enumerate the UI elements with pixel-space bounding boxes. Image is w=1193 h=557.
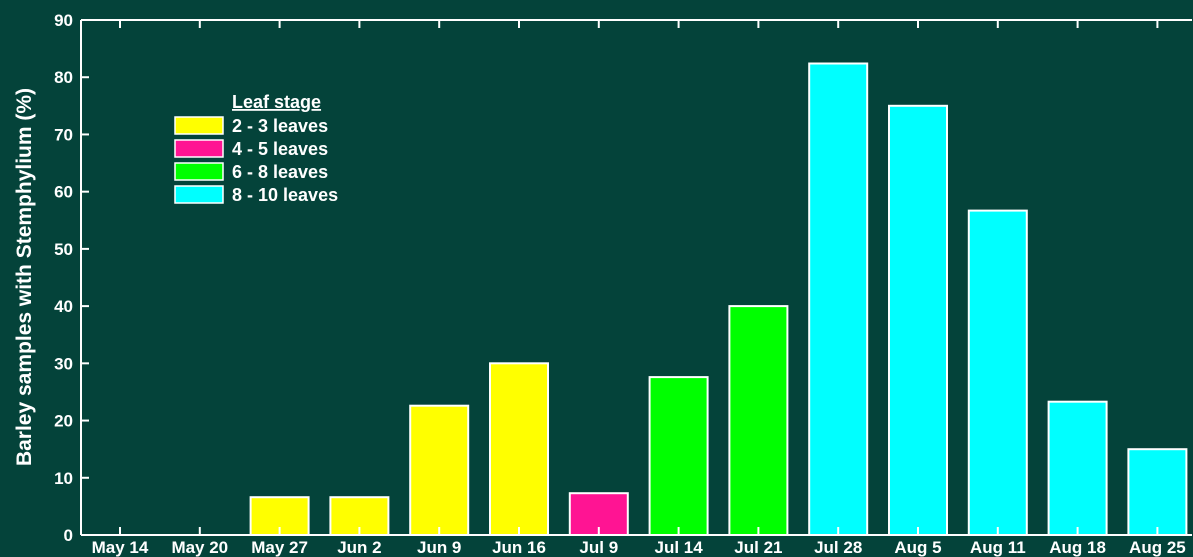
x-tick-label: May 20 [171, 538, 228, 557]
y-tick-label: 60 [54, 183, 73, 202]
x-tick-label: Aug 25 [1129, 538, 1186, 557]
legend-label: 6 - 8 leaves [232, 162, 328, 182]
bar-jul-28 [808, 62, 869, 536]
legend-swatch [174, 162, 224, 181]
y-tick-label: 90 [54, 11, 73, 30]
x-tick-label: May 14 [92, 538, 149, 557]
legend-label: 4 - 5 leaves [232, 139, 328, 159]
axes-group [80, 19, 1192, 536]
y-tick-label: 50 [54, 240, 73, 259]
legend-title: Leaf stage [232, 92, 321, 112]
y-tick-labels: 0 10 20 30 40 50 60 70 80 90 [54, 11, 73, 545]
x-tick-label: Aug 5 [894, 538, 941, 557]
bar-aug-5 [888, 104, 948, 537]
legend-swatch [174, 139, 224, 158]
legend-label: 8 - 10 leaves [232, 185, 338, 205]
y-tick-label: 0 [64, 526, 73, 545]
y-tick-label: 20 [54, 412, 73, 431]
bar-jun-16 [489, 362, 549, 536]
y-tick-label: 10 [54, 469, 73, 488]
legend: Leaf stage 2 - 3 leaves 4 - 5 leaves 6 - 8… [174, 92, 338, 205]
x-tick-label: Jul 28 [814, 538, 862, 557]
x-tick-label: May 27 [251, 538, 308, 557]
bars-group [249, 62, 1188, 537]
bar-aug-11 [967, 209, 1028, 536]
y-axis-title: Barley samples with Stemphylium (%) [13, 88, 36, 466]
bar-aug-18 [1047, 400, 1108, 537]
x-tick-label: Jul 9 [579, 538, 618, 557]
x-tick-label: Jul 21 [734, 538, 782, 557]
legend-items: 2 - 3 leaves 4 - 5 leaves 6 - 8 leaves 8 - … [174, 116, 338, 205]
legend-swatch [174, 116, 224, 135]
bar-jul-21 [728, 305, 789, 536]
y-tick-label: 70 [54, 125, 73, 144]
x-tick-label: Aug 11 [970, 538, 1026, 557]
y-tick-label: 40 [54, 297, 73, 316]
x-tick-label: Aug 18 [1049, 538, 1106, 557]
legend-label: 2 - 3 leaves [232, 116, 328, 136]
y-tick-label: 80 [54, 68, 73, 87]
bar-aug-25 [1127, 448, 1188, 537]
bar-jun-9 [409, 404, 470, 537]
x-tick-label: Jul 14 [654, 538, 703, 557]
y-tick-label: 30 [54, 354, 73, 373]
legend-swatch [174, 185, 224, 204]
x-tick-label: Jun 2 [337, 538, 381, 557]
bar-jul-14 [648, 376, 709, 536]
x-tick-label: Jun 16 [492, 538, 546, 557]
x-tick-label: Jun 9 [417, 538, 461, 557]
x-tick-labels: May 14 May 20 May 27 Jun 2 Jun 9 Jun 16 Jul 9 J… [92, 538, 1186, 557]
